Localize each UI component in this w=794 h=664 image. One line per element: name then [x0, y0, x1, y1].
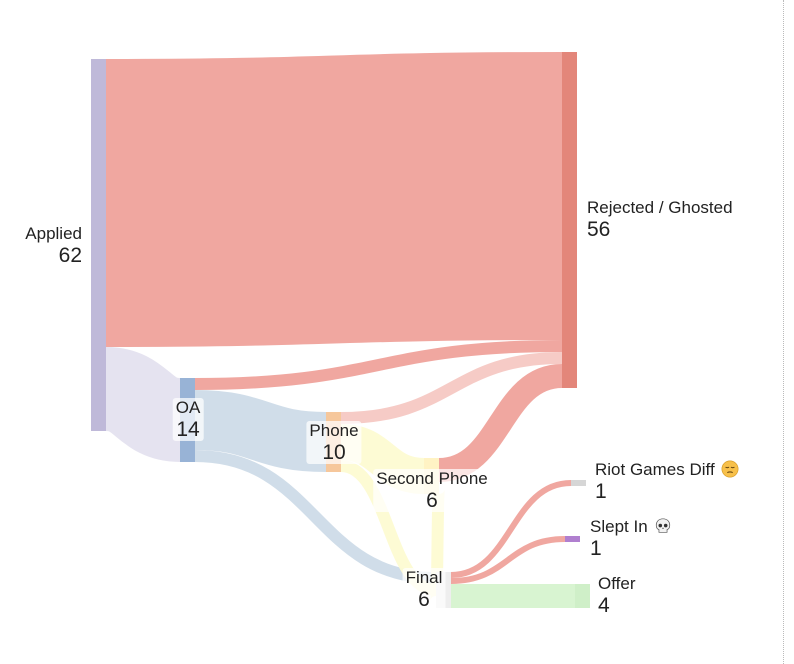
node-label-applied: Applied 62 — [25, 225, 82, 266]
node-name-second-phone: Second Phone — [376, 469, 488, 488]
link-oa-to-phone[interactable] — [194, 390, 327, 472]
node-label-rejected: Rejected / Ghosted 56 — [587, 199, 733, 240]
link-final-to-riot[interactable] — [450, 480, 572, 578]
node-value-rejected: 56 — [587, 218, 611, 241]
node-value-slept-in: 1 — [590, 537, 602, 560]
node-value-phone: 10 — [322, 441, 346, 464]
node-name-riot-games-diff: Riot Games Diff — [595, 460, 739, 478]
node-label-oa: OA 14 — [172, 398, 204, 441]
node-slept[interactable] — [565, 536, 580, 542]
node-value-riot-games-diff: 1 — [595, 480, 607, 503]
node-value-final: 6 — [418, 588, 430, 611]
link-applied-to-rejected[interactable] — [105, 52, 563, 347]
link-oa-to-rejected[interactable] — [194, 340, 563, 390]
node-label-phone: Phone 10 — [306, 421, 362, 464]
link-phone-to-rejected[interactable] — [340, 352, 563, 424]
link-final-to-slept[interactable] — [450, 536, 566, 584]
node-name-slept-in: Slept In — [590, 517, 672, 535]
node-value-oa: 14 — [176, 418, 200, 441]
node-value-second-phone: 6 — [426, 489, 438, 512]
node-value-applied: 62 — [58, 244, 82, 267]
link-second-to-rejected[interactable] — [437, 364, 564, 482]
node-name-offer: Offer — [598, 574, 636, 593]
node-name-final: Final — [405, 568, 443, 587]
node-offer[interactable] — [575, 584, 590, 608]
node-label-slept-in: Slept In 1 — [590, 517, 672, 559]
node-name-phone: Phone — [309, 421, 359, 440]
node-name-oa: OA — [175, 398, 201, 417]
page-edge-divider — [783, 0, 784, 664]
node-label-offer: Offer 4 — [598, 575, 635, 616]
node-name-rejected: Rejected / Ghosted — [587, 198, 733, 217]
node-label-final: Final 6 — [402, 568, 446, 611]
node-label-second-phone: Second Phone 6 — [373, 469, 491, 512]
node-rejected[interactable] — [562, 52, 577, 388]
link-applied-to-oa[interactable] — [102, 347, 184, 462]
skull-icon — [655, 518, 670, 533]
pensive-face-icon — [721, 460, 739, 478]
node-riot[interactable] — [571, 480, 586, 486]
node-label-riot-games-diff: Riot Games Diff 1 — [595, 460, 739, 502]
node-applied[interactable] — [91, 59, 106, 431]
node-name-applied: Applied — [25, 224, 82, 243]
link-oa-to-final[interactable] — [194, 450, 437, 584]
node-value-offer: 4 — [598, 594, 610, 617]
